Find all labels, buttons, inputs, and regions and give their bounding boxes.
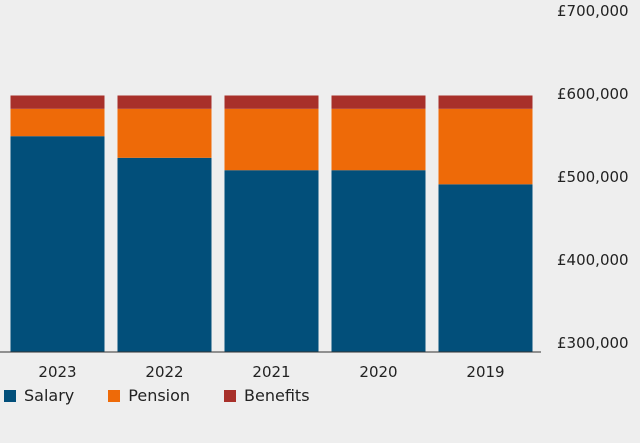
legend-label: Benefits: [244, 386, 310, 405]
x-tick-label: 2023: [38, 363, 76, 381]
bar-benefits-2021: [224, 95, 319, 109]
bar-pension-2023: [10, 108, 105, 137]
legend-item-pension: Pension: [108, 386, 190, 405]
y-tick-label: £300,000: [557, 334, 629, 352]
bar-benefits-2019: [438, 95, 533, 109]
x-tick-label: 2022: [145, 363, 183, 381]
y-tick-label: £600,000: [557, 85, 629, 103]
legend: Salary Pension Benefits: [4, 386, 344, 405]
bar-salary-2023: [10, 136, 105, 352]
y-tick-label: £400,000: [557, 251, 629, 269]
legend-item-salary: Salary: [4, 386, 74, 405]
legend-label: Pension: [128, 386, 191, 405]
bar-pension-2022: [117, 108, 212, 158]
y-tick-label: £700,000: [557, 2, 629, 20]
bar-benefits-2022: [117, 95, 212, 109]
bar-benefits-2023: [10, 95, 105, 109]
bar-salary-2019: [438, 184, 533, 352]
legend-swatch: [4, 389, 16, 402]
bar-pension-2021: [224, 108, 319, 171]
bar-benefits-2020: [331, 95, 426, 109]
x-tick-label: 2021: [252, 363, 290, 381]
legend-swatch: [108, 389, 121, 402]
bar-salary-2021: [224, 170, 319, 352]
legend-item-benefits: Benefits: [224, 386, 310, 405]
bar-pension-2020: [331, 108, 426, 171]
x-tick-label: 2020: [359, 363, 397, 381]
bar-pension-2019: [438, 108, 533, 185]
y-tick-label: £500,000: [557, 168, 629, 186]
bar-salary-2022: [117, 157, 212, 352]
legend-swatch: [224, 389, 237, 402]
x-tick-label: 2019: [466, 363, 504, 381]
bar-salary-2020: [331, 170, 426, 352]
legend-label: Salary: [24, 386, 75, 405]
